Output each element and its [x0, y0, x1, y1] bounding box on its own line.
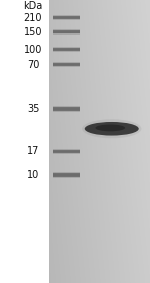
Text: 70: 70	[27, 59, 39, 70]
Text: kDa: kDa	[23, 1, 43, 11]
Bar	[53, 174, 80, 178]
Text: 150: 150	[24, 27, 42, 37]
Ellipse shape	[85, 122, 139, 136]
Ellipse shape	[82, 119, 141, 138]
Bar	[53, 29, 80, 33]
Bar	[53, 49, 80, 52]
Bar	[53, 108, 80, 112]
Bar	[53, 106, 80, 110]
Text: 210: 210	[24, 12, 42, 23]
Bar	[53, 172, 80, 176]
Bar	[53, 48, 80, 51]
Bar	[53, 15, 80, 18]
Bar	[53, 16, 80, 19]
Bar	[53, 63, 80, 66]
Bar	[53, 17, 80, 20]
Bar	[53, 47, 80, 50]
Text: 10: 10	[27, 170, 39, 180]
Text: 100: 100	[24, 44, 42, 55]
Bar	[53, 31, 80, 35]
Bar	[53, 64, 80, 67]
Text: 35: 35	[27, 104, 39, 114]
Bar	[53, 107, 80, 111]
Bar	[53, 30, 80, 33]
Text: 17: 17	[27, 146, 39, 156]
Ellipse shape	[95, 125, 125, 131]
Bar	[53, 149, 80, 152]
Bar	[53, 173, 80, 177]
Bar	[53, 62, 80, 65]
Bar	[53, 150, 80, 153]
Bar	[53, 151, 80, 154]
